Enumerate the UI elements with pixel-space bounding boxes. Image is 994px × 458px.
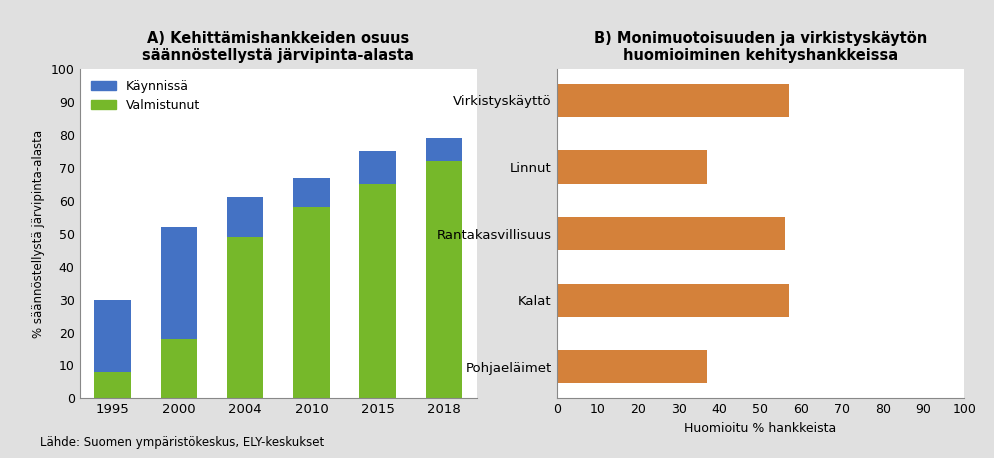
- Bar: [227, 237, 263, 398]
- Title: A) Kehittämishankkeiden osuus
säännöstellystä järvipinta-alasta: A) Kehittämishankkeiden osuus säännöstel…: [142, 31, 414, 63]
- Bar: [557, 350, 708, 383]
- Bar: [161, 227, 197, 339]
- Bar: [293, 207, 330, 398]
- Bar: [557, 284, 789, 317]
- Bar: [425, 161, 462, 398]
- Bar: [94, 372, 131, 398]
- Bar: [557, 84, 789, 117]
- Bar: [360, 151, 396, 184]
- Bar: [293, 178, 330, 207]
- Title: B) Monimuotoisuuden ja virkistyskäytön
huomioiminen kehityshankkeissa: B) Monimuotoisuuden ja virkistyskäytön h…: [593, 31, 927, 63]
- Text: Lähde: Suomen ympäristökeskus, ELY-keskukset: Lähde: Suomen ympäristökeskus, ELY-kesku…: [40, 436, 324, 449]
- Bar: [557, 217, 785, 250]
- X-axis label: Huomioitu % hankkeista: Huomioitu % hankkeista: [684, 422, 837, 435]
- Bar: [557, 150, 708, 184]
- Legend: Käynnissä, Valmistunut: Käynnissä, Valmistunut: [85, 75, 205, 117]
- Bar: [425, 138, 462, 161]
- Bar: [227, 197, 263, 237]
- Y-axis label: % säännöstellystä järvipinta-alasta: % säännöstellystä järvipinta-alasta: [32, 130, 46, 338]
- Bar: [161, 339, 197, 398]
- Bar: [360, 184, 396, 398]
- Bar: [94, 300, 131, 372]
